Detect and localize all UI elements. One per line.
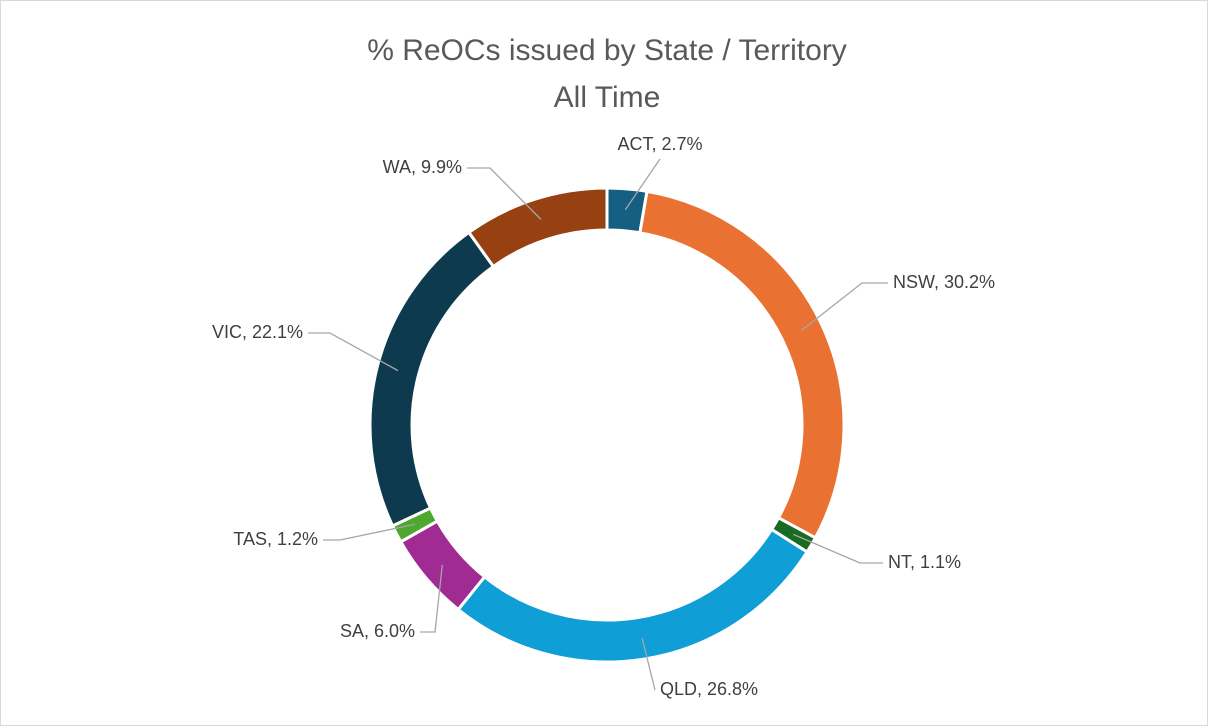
leader-line [420,564,443,633]
leader-line [323,523,416,541]
chart-subtitle: All Time [554,81,661,114]
donut-segment [466,186,609,269]
data-label: ACT, 2.7% [617,134,702,154]
data-label: SA, 6.0% [340,621,415,641]
leader-line [800,282,888,332]
leader-line [308,332,399,372]
data-label: WA, 9.9% [383,157,462,177]
data-label: VIC, 22.1% [212,322,303,342]
data-label: TAS, 1.2% [233,529,318,549]
leader-line [641,637,656,691]
data-label: QLD, 26.8% [660,679,758,699]
leader-line [624,158,661,211]
leader-line [793,533,883,564]
data-label: NT, 1.1% [888,552,961,572]
chart-title: % ReOCs issued by State / Territory [367,34,847,67]
data-label: NSW, 30.2% [893,272,995,292]
leader-line [467,167,542,220]
